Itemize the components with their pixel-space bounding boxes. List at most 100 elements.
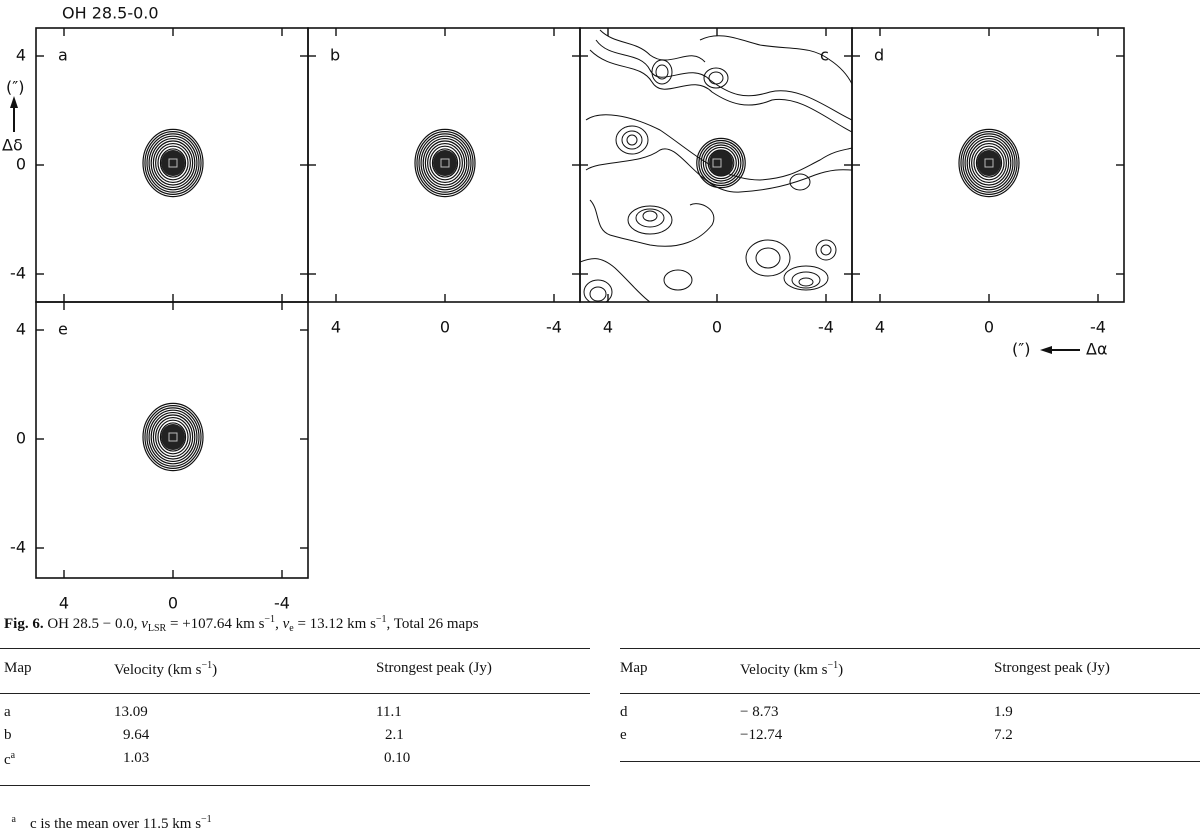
- x-axis-unit: (″): [1012, 340, 1030, 359]
- table-cell: d: [620, 704, 628, 720]
- contour: [964, 135, 1014, 191]
- table-header: Velocity (km s−1): [114, 660, 217, 679]
- table-header: Map: [4, 660, 32, 676]
- panel-label: e: [58, 320, 68, 339]
- text-segment: ): [212, 662, 218, 678]
- contour: [958, 128, 1020, 198]
- contour: [152, 140, 194, 186]
- contour: [414, 128, 476, 198]
- table-cell: 0.10: [384, 750, 411, 766]
- footnote-marker: a: [11, 814, 16, 825]
- text-segment: −1: [827, 660, 839, 671]
- contour: [429, 145, 461, 181]
- contour-peak: [984, 158, 994, 168]
- contour: [142, 128, 204, 198]
- table-rule: [620, 693, 1200, 694]
- text-segment: OH 28.5 − 0.0,: [43, 616, 142, 632]
- text-segment: LSR: [147, 623, 167, 634]
- contour: [424, 140, 466, 186]
- contour: [150, 411, 196, 463]
- table-cell: 1.9: [994, 704, 1013, 720]
- table-cell: − 8.73: [740, 704, 779, 720]
- panels: a 4 0 -4 b 4 0 -4 c 4 0 -4 d 4 0 -4 e 4 4 0 0 -4 -4: [10, 27, 1125, 611]
- x-tick-label: -4: [818, 318, 834, 337]
- table-cell: ca: [4, 750, 15, 769]
- x-tick-label: -4: [1090, 318, 1106, 337]
- contour: [975, 148, 1003, 178]
- contour: [698, 139, 744, 187]
- text-segment: Fig. 6.: [4, 616, 44, 632]
- x-tick-label: 0: [712, 318, 722, 337]
- table-rule: [0, 785, 590, 786]
- table-cell: 13.09: [114, 704, 148, 720]
- contour: [418, 133, 472, 193]
- x-tick-label: -4: [546, 318, 562, 337]
- x-tick-label: 0: [440, 318, 450, 337]
- text-segment: −1: [375, 614, 387, 625]
- x-tick-label: 0: [984, 318, 994, 337]
- x-axis-label: Δα: [1086, 340, 1108, 359]
- table-cell: 2.1: [385, 727, 404, 743]
- text-segment: = 13.12 km s: [293, 616, 376, 632]
- contour: [148, 135, 198, 191]
- table-rule: [0, 693, 590, 694]
- contours-c: [580, 29, 852, 302]
- table-header: Map: [620, 660, 648, 676]
- y-axis-label: Δδ: [2, 136, 23, 155]
- y-tick-label: -4: [10, 264, 26, 283]
- contour-core: [433, 150, 457, 176]
- text-segment: −1: [201, 660, 213, 671]
- table-cell: 9.64: [123, 727, 150, 743]
- table-cell: 11.1: [376, 704, 402, 720]
- contour: [422, 137, 468, 189]
- contour: [960, 131, 1018, 195]
- contour: [144, 405, 202, 469]
- text-segment: Velocity (km s: [114, 662, 202, 678]
- table-header: Velocity (km s−1): [740, 660, 843, 679]
- footnote: a c is the mean over 11.5 km s−1: [4, 797, 212, 833]
- contour: [420, 135, 470, 191]
- contour: [146, 407, 200, 467]
- contour: [696, 137, 746, 189]
- y-axis-unit: (″): [6, 78, 24, 97]
- contour: [966, 137, 1012, 189]
- arrow-head: [1040, 346, 1052, 354]
- panel-label: b: [330, 46, 340, 65]
- y-tick-label: -4: [10, 538, 26, 557]
- x-tick-label: -4: [274, 594, 290, 611]
- contour: [962, 133, 1016, 193]
- figure-title: OH 28.5-0.0: [62, 4, 159, 23]
- contour-peak: [712, 158, 722, 168]
- x-tick-label: 4: [59, 594, 69, 611]
- contour: [971, 142, 1007, 184]
- text-segment: −1: [264, 614, 276, 625]
- table-rule: [0, 648, 590, 649]
- x-tick-label: 4: [603, 318, 613, 337]
- text-segment: Velocity (km s: [740, 662, 828, 678]
- table-cell: 7.2: [994, 727, 1013, 743]
- text-segment: c: [4, 752, 11, 768]
- contour: [416, 131, 474, 195]
- contour: [150, 137, 196, 189]
- contour: [157, 145, 189, 181]
- table-cell: e: [620, 727, 627, 743]
- contour: [431, 148, 459, 178]
- table-cell: b: [4, 727, 12, 743]
- contour: [973, 145, 1005, 181]
- text-segment: e: [289, 623, 294, 634]
- panel-label: d: [874, 46, 884, 65]
- contour: [155, 416, 191, 458]
- contour: [155, 142, 191, 184]
- contour: [148, 409, 198, 465]
- contour: [152, 414, 194, 460]
- y-tick-label: 4: [16, 320, 26, 339]
- panel-frame: [35, 301, 309, 579]
- contour: [707, 149, 735, 177]
- table-cell: 1.03: [123, 750, 150, 766]
- text-segment: v: [282, 616, 290, 632]
- text-segment: a: [10, 750, 16, 761]
- contour: [144, 131, 202, 195]
- contour-core: [161, 424, 185, 450]
- contour: [157, 419, 189, 455]
